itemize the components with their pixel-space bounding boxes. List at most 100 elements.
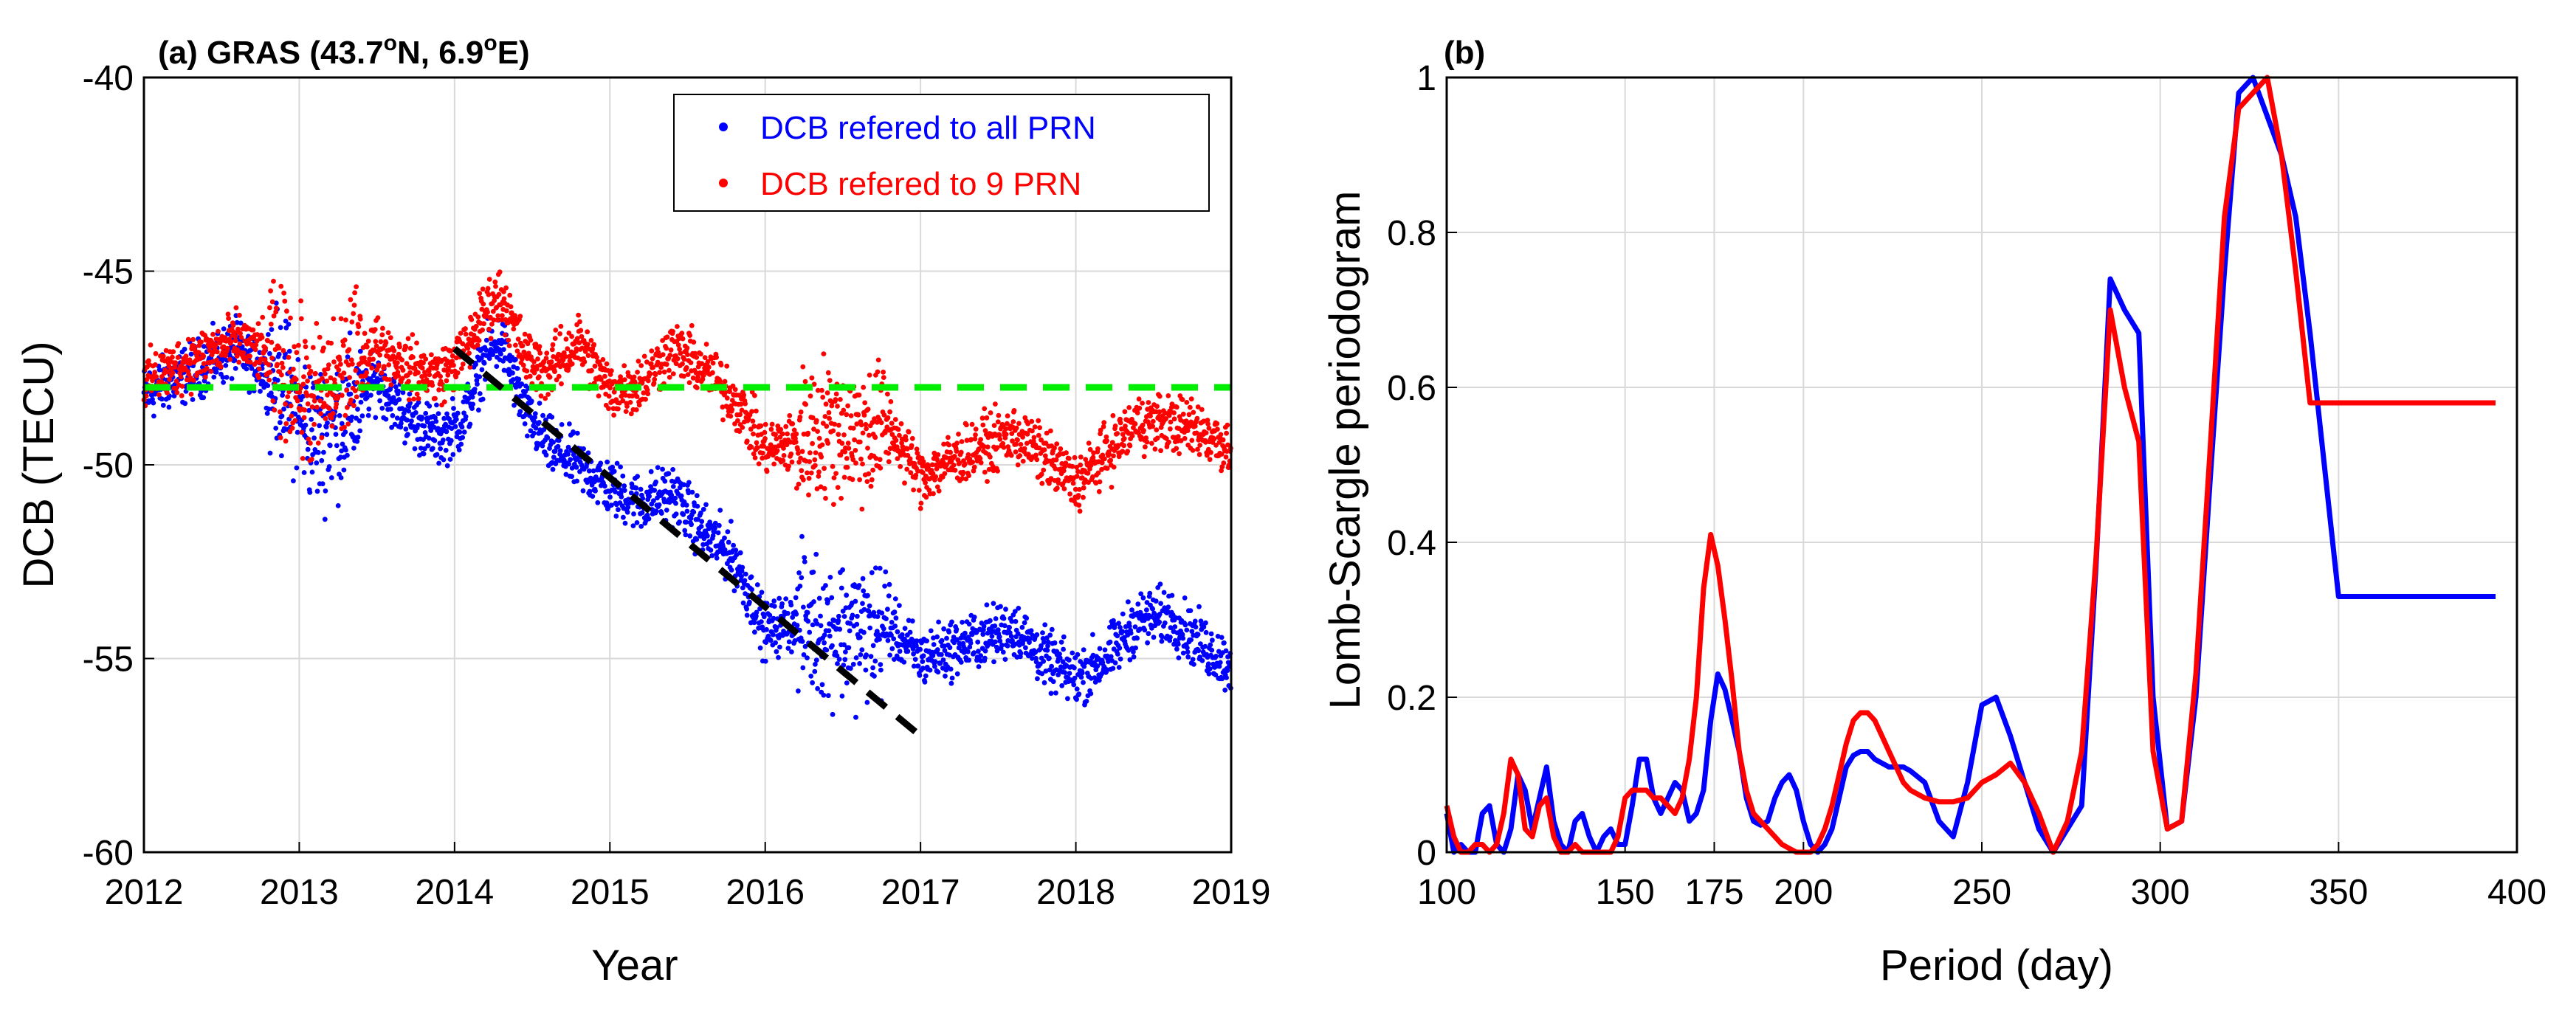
- scatter-point-all-prn: [400, 390, 406, 395]
- scatter-point-all-prn: [396, 388, 401, 394]
- scatter-point-9-prn: [1029, 418, 1035, 424]
- panel-a-x-axis-label: Year: [591, 941, 678, 989]
- scatter-point-all-prn: [799, 575, 805, 581]
- scatter-point-all-prn: [975, 639, 981, 645]
- scatter-point-9-prn: [334, 401, 340, 407]
- scatter-point-9-prn: [698, 351, 703, 357]
- scatter-point-9-prn: [821, 351, 827, 356]
- scatter-point-9-prn: [170, 354, 175, 360]
- scatter-point-9-prn: [822, 414, 828, 419]
- scatter-point-all-prn: [695, 516, 700, 522]
- scatter-point-all-prn: [887, 652, 892, 658]
- scatter-point-9-prn: [467, 364, 473, 370]
- scatter-point-all-prn: [549, 414, 555, 420]
- scatter-point-all-prn: [835, 661, 840, 666]
- scatter-point-9-prn: [328, 415, 334, 421]
- scatter-point-9-prn: [525, 341, 531, 347]
- scatter-point-all-prn: [182, 346, 187, 352]
- scatter-point-9-prn: [657, 370, 663, 376]
- scatter-point-all-prn: [932, 659, 938, 664]
- scatter-point-9-prn: [298, 316, 304, 322]
- scatter-point-9-prn: [845, 440, 851, 446]
- scatter-point-all-prn: [841, 614, 847, 619]
- scatter-point-9-prn: [394, 364, 399, 370]
- scatter-point-9-prn: [660, 352, 666, 357]
- scatter-point-all-prn: [928, 628, 934, 634]
- scatter-point-all-prn: [351, 446, 357, 451]
- scatter-point-9-prn: [491, 317, 497, 323]
- scatter-point-all-prn: [914, 643, 919, 649]
- scatter-point-all-prn: [291, 478, 296, 484]
- scatter-point-9-prn: [1015, 462, 1021, 468]
- scatter-point-all-prn: [188, 351, 194, 357]
- scatter-point-all-prn: [1039, 643, 1044, 649]
- scatter-point-all-prn: [480, 396, 486, 402]
- scatter-point-all-prn: [475, 381, 480, 387]
- scatter-point-all-prn: [1090, 632, 1095, 637]
- scatter-point-all-prn: [871, 609, 877, 615]
- scatter-point-9-prn: [387, 377, 393, 382]
- scatter-point-all-prn: [1035, 676, 1040, 682]
- scatter-point-9-prn: [754, 408, 759, 414]
- scatter-point-9-prn: [667, 353, 673, 358]
- scatter-point-9-prn: [214, 357, 219, 363]
- scatter-point-all-prn: [1127, 657, 1133, 663]
- scatter-point-9-prn: [303, 344, 309, 350]
- scatter-point-all-prn: [912, 657, 918, 662]
- scatter-point-9-prn: [411, 396, 417, 402]
- scatter-point-all-prn: [1171, 629, 1177, 635]
- scatter-point-9-prn: [984, 415, 990, 421]
- scatter-point-9-prn: [438, 373, 443, 379]
- scatter-point-9-prn: [822, 466, 827, 471]
- scatter-point-9-prn: [1020, 458, 1026, 464]
- scatter-point-all-prn: [1044, 647, 1050, 653]
- scatter-point-all-prn: [774, 625, 779, 630]
- scatter-point-9-prn: [501, 296, 507, 302]
- scatter-point-all-prn: [698, 524, 704, 529]
- scatter-point-9-prn: [826, 409, 832, 415]
- scatter-point-9-prn: [296, 342, 301, 348]
- scatter-point-9-prn: [351, 303, 357, 308]
- scatter-point-all-prn: [941, 626, 946, 632]
- scatter-point-all-prn: [1053, 690, 1058, 696]
- scatter-point-9-prn: [839, 440, 845, 446]
- scatter-point-9-prn: [313, 370, 318, 376]
- panel-a: 2012 2013 2014 2015 2016 2017 2018 2019 -40-45-…: [15, 31, 1270, 989]
- scatter-point-all-prn: [948, 680, 954, 686]
- scatter-point-all-prn: [818, 613, 823, 619]
- scatter-point-all-prn: [1168, 625, 1174, 631]
- scatter-point-9-prn: [825, 440, 831, 446]
- panel-b-y-axis-label: Lomb-Scargle periodogram: [1321, 191, 1369, 710]
- panel-b-x-tick-label: 175: [1684, 873, 1743, 912]
- scatter-point-all-prn: [1047, 632, 1053, 638]
- scatter-point-all-prn: [1115, 652, 1120, 657]
- scatter-point-all-prn: [802, 559, 807, 564]
- scatter-point-all-prn: [684, 508, 690, 514]
- scatter-point-9-prn: [655, 359, 661, 365]
- scatter-point-all-prn: [286, 348, 292, 354]
- scatter-point-9-prn: [889, 421, 895, 426]
- scatter-point-9-prn: [760, 455, 765, 461]
- scatter-point-all-prn: [673, 500, 678, 506]
- scatter-point-all-prn: [867, 625, 873, 631]
- scatter-point-9-prn: [806, 492, 811, 498]
- scatter-point-all-prn: [799, 638, 805, 644]
- scatter-point-all-prn: [1015, 631, 1021, 637]
- scatter-point-all-prn: [552, 449, 558, 454]
- scatter-point-9-prn: [878, 420, 884, 426]
- scatter-point-9-prn: [981, 443, 987, 449]
- scatter-point-all-prn: [757, 645, 763, 651]
- scatter-point-9-prn: [210, 331, 216, 337]
- scatter-point-9-prn: [292, 344, 297, 350]
- scatter-point-9-prn: [165, 390, 170, 395]
- scatter-point-9-prn: [1039, 437, 1044, 443]
- scatter-point-all-prn: [991, 659, 996, 665]
- scatter-point-9-prn: [785, 431, 790, 437]
- scatter-point-9-prn: [744, 438, 750, 444]
- scatter-point-9-prn: [340, 342, 346, 348]
- scatter-point-all-prn: [456, 447, 462, 453]
- scatter-point-9-prn: [751, 431, 756, 437]
- scatter-point-all-prn: [1188, 637, 1194, 643]
- scatter-point-all-prn: [813, 662, 818, 667]
- scatter-point-all-prn: [686, 490, 692, 496]
